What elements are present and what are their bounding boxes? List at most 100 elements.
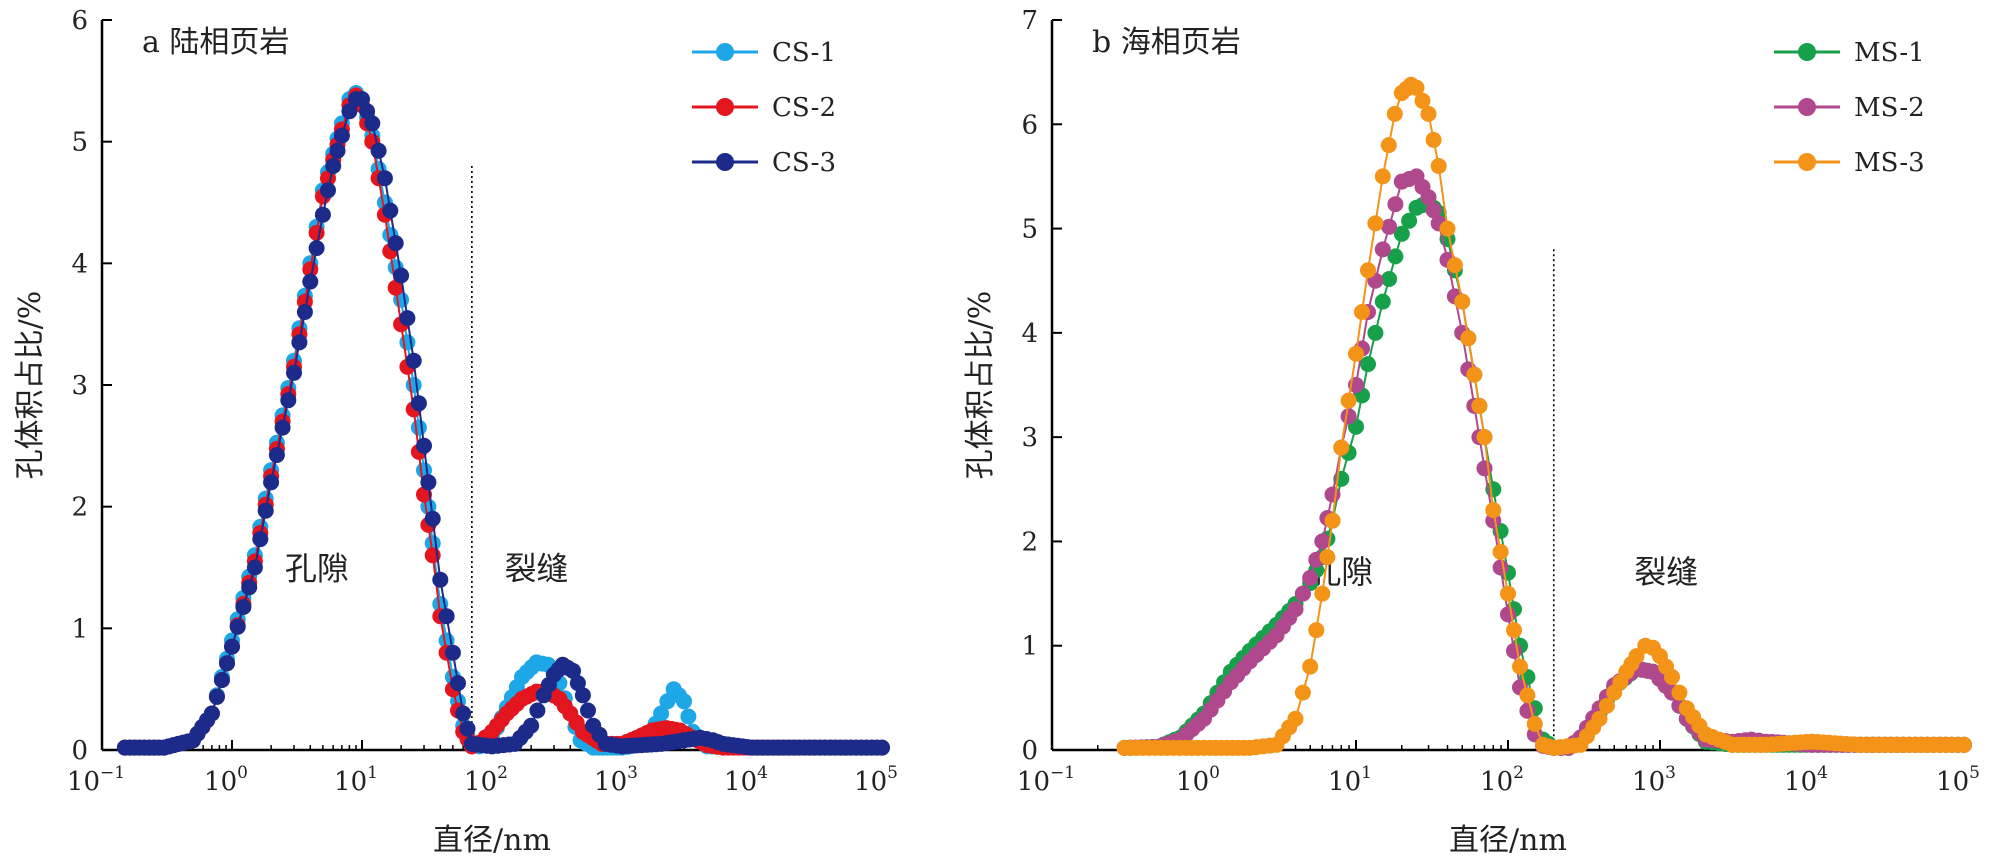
data-point [296, 304, 313, 320]
data-point [1454, 293, 1471, 310]
data-point [1360, 262, 1376, 279]
data-point [1414, 92, 1431, 109]
data-point [1476, 429, 1493, 446]
data-point [1526, 715, 1543, 732]
data-point [1314, 585, 1331, 602]
data-point [1401, 212, 1418, 229]
x-tick-label: 101 [334, 763, 378, 797]
data-point [280, 392, 297, 409]
data-point [1314, 533, 1331, 550]
data-point [410, 419, 427, 436]
data-point [1591, 710, 1608, 727]
y-tick-label: 7 [1021, 6, 1038, 36]
data-point [1340, 392, 1357, 409]
data-point [370, 142, 387, 159]
data-point [376, 170, 393, 187]
data-point [1425, 131, 1442, 148]
data-point [1348, 345, 1364, 362]
x-tick-label: 100 [204, 763, 248, 797]
data-point [450, 675, 466, 692]
data-point [653, 705, 670, 722]
data-point [1294, 585, 1311, 602]
series-cs-1 [116, 85, 890, 756]
legend-swatch-marker [1798, 43, 1816, 61]
y-tick-label: 0 [71, 736, 88, 766]
data-point [1302, 569, 1319, 586]
legend-swatch-marker [716, 98, 734, 116]
legend-swatch-marker [716, 43, 734, 61]
data-point [1374, 241, 1391, 258]
legend-swatch-marker [716, 153, 734, 171]
data-point [291, 334, 308, 351]
data-point [1308, 622, 1325, 639]
x-tick-label: 104 [1784, 763, 1828, 797]
legend-entry: CS-1 [772, 38, 836, 68]
legend: MS-1 MS-2 MS-3 [1774, 38, 1925, 178]
data-point [420, 474, 437, 491]
annotation-label: 裂缝 [1634, 553, 1698, 591]
chart-panel-a: 0 1 2 3 4 5 6 10−1 100 101 102 103 104 105 直径/nm 孔体积占比/… [13, 6, 898, 858]
chart-panel-b: 0 1 2 3 4 5 6 7 10−1 100 101 102 103 104 105 直径/nm 孔体积占比… [963, 6, 1980, 858]
y-tick-label: 5 [1021, 215, 1038, 245]
panel-title: b 海相页岩 [1092, 25, 1241, 60]
data-point [1506, 622, 1522, 639]
data-point [241, 579, 258, 596]
y-tick-label: 6 [1021, 110, 1038, 140]
data-point [1287, 710, 1304, 727]
annotation-label: 裂缝 [505, 550, 569, 588]
data-point [1671, 684, 1688, 701]
data-point [1956, 736, 1972, 753]
data-point [1664, 669, 1680, 685]
data-point [676, 693, 692, 710]
x-tick-label: 102 [1480, 763, 1524, 797]
data-point [1519, 687, 1536, 704]
x-tick-label: 104 [724, 763, 768, 797]
data-point [286, 364, 302, 381]
data-point [208, 688, 225, 705]
data-point [1471, 397, 1488, 414]
data-point [1393, 225, 1410, 242]
data-point [416, 437, 432, 454]
data-point [1598, 697, 1615, 714]
data-point [424, 510, 441, 527]
data-point [1324, 512, 1341, 529]
data-point [1476, 460, 1493, 477]
data-point [1354, 304, 1370, 320]
data-point [235, 599, 252, 615]
legend-entry: MS-3 [1854, 148, 1925, 178]
data-point [1340, 408, 1357, 425]
series-ms-2 [1116, 168, 1972, 756]
y-tick-label: 4 [1021, 319, 1038, 349]
data-point [325, 158, 342, 174]
data-point [410, 395, 427, 412]
data-point [444, 644, 461, 661]
data-point [1324, 486, 1341, 503]
data-point [1374, 168, 1391, 185]
data-point [574, 687, 591, 704]
data-point [320, 182, 336, 199]
data-point [405, 352, 422, 369]
data-point [405, 377, 422, 393]
data-point [874, 739, 890, 756]
data-point [213, 672, 230, 688]
data-point [399, 334, 416, 351]
data-point [1386, 105, 1403, 122]
data-point [359, 103, 376, 120]
data-point [341, 103, 358, 120]
data-point [680, 708, 697, 725]
data-point [302, 273, 319, 290]
data-point [268, 447, 285, 463]
y-tick-label: 2 [1021, 527, 1038, 557]
data-point [399, 310, 416, 327]
data-point [1420, 105, 1437, 122]
data-point [1500, 585, 1516, 602]
y-tick-label: 4 [71, 249, 88, 279]
data-point [529, 702, 546, 719]
x-tick-label: 105 [854, 763, 898, 797]
data-point [1500, 606, 1516, 623]
data-point [432, 571, 449, 588]
data-point [1287, 601, 1304, 618]
data-point [1387, 196, 1404, 213]
y-tick-label: 3 [71, 371, 88, 401]
